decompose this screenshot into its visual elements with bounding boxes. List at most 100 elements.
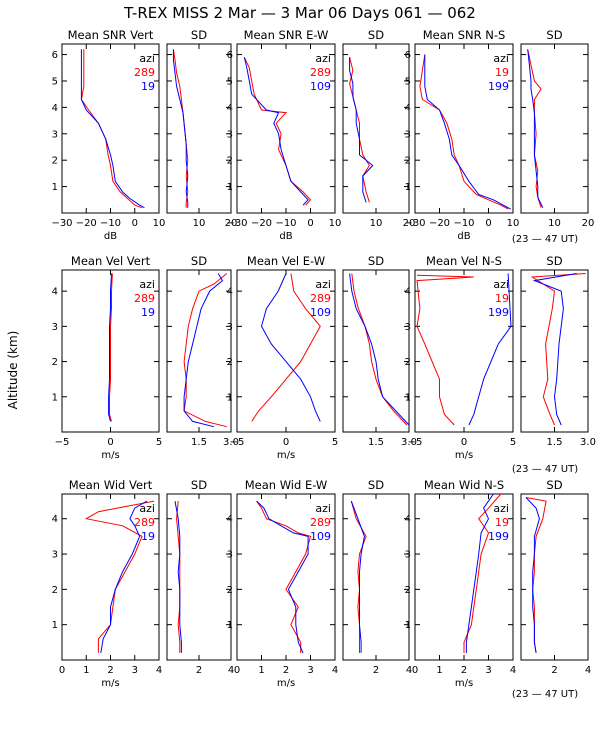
x-tick-label: 5 <box>510 437 516 448</box>
x-tick-label: 2 <box>107 665 113 676</box>
x-tick-label: 1 <box>258 665 264 676</box>
x-tick-label: 10 <box>153 218 166 229</box>
x-tick-label: −20 <box>429 218 450 229</box>
y-tick-label: 4 <box>405 514 411 525</box>
x-tick-label: 0 <box>283 437 289 448</box>
panel-title: SD <box>546 254 562 268</box>
x-axis-label: dB <box>457 231 470 242</box>
legend-entry-red: 289 <box>310 516 331 529</box>
series-line-289 <box>80 49 143 209</box>
y-tick-label: 5 <box>52 76 58 87</box>
series-line-109 <box>260 273 321 422</box>
figure-title: T-REX MISS 2 Mar — 3 Mar 06 Days 061 — 0… <box>123 4 476 22</box>
legend-title: azi <box>315 278 331 291</box>
y-tick-label: 2 <box>405 357 411 368</box>
panel-vel-ew-sd: SD 1.5 3.0 <box>342 254 417 448</box>
x-tick-label: 3.0 <box>580 437 596 448</box>
x-tick-label: −30 <box>226 218 247 229</box>
x-tick-label: 3.0 <box>223 437 239 448</box>
y-tick-label: 1 <box>52 392 58 403</box>
y-tick-label: 2 <box>227 585 233 596</box>
panel-title: SD <box>368 28 384 42</box>
series-line-289 <box>183 273 228 428</box>
series-line-289 <box>349 57 370 203</box>
plot-frame <box>520 493 589 661</box>
x-axis-label: m/s <box>101 450 119 461</box>
y-tick-label: 1 <box>405 392 411 403</box>
panel-title: SD <box>191 28 207 42</box>
x-tick-label: 0 <box>234 665 240 676</box>
plot-frame <box>166 269 232 433</box>
legend-entry-red: 289 <box>134 516 155 529</box>
series-line-109 <box>349 57 374 203</box>
panel-title: SD <box>191 254 207 268</box>
x-tick-label: 2 <box>283 665 289 676</box>
ut-note-row3: (23 — 47 UT) <box>512 689 578 700</box>
y-tick-label: 3 <box>227 550 233 561</box>
x-tick-label: 1.5 <box>191 437 207 448</box>
legend-entry-red: 19 <box>495 292 509 305</box>
x-tick-label: 20 <box>582 218 595 229</box>
ut-note-row2: (23 — 47 UT) <box>512 464 578 475</box>
series-line-19 <box>174 501 182 653</box>
y-tick-label: 1 <box>227 182 233 193</box>
panel-vel-ns-sd: SD 1.5 3.0 <box>520 254 596 448</box>
x-tick-label: −10 <box>453 218 474 229</box>
x-tick-label: −10 <box>275 218 296 229</box>
y-tick-label: 2 <box>52 357 58 368</box>
x-tick-label: 1.5 <box>547 437 563 448</box>
y-tick-label: 4 <box>405 287 411 298</box>
series-line-19 <box>80 49 145 209</box>
series-line-289 <box>109 273 113 422</box>
y-tick-label: 1 <box>227 620 233 631</box>
series-line-199 <box>424 54 511 210</box>
y-tick-label: 4 <box>405 103 411 114</box>
legend-entry-blue: 199 <box>488 530 509 543</box>
x-tick-label: 0 <box>59 665 65 676</box>
y-tick-label: 4 <box>52 287 58 298</box>
y-tick-label: 2 <box>405 585 411 596</box>
x-axis-label: m/s <box>455 678 473 689</box>
x-tick-label: 10 <box>548 218 561 229</box>
panel-title: Mean Wid Vert <box>69 478 153 492</box>
x-tick-label: 2 <box>461 665 467 676</box>
x-axis-label: m/s <box>455 450 473 461</box>
y-tick-label: 3 <box>52 322 58 333</box>
series-line-289 <box>176 501 181 653</box>
y-tick-label: 6 <box>52 50 58 61</box>
series-line-19 <box>172 49 189 208</box>
legend-entry-red: 289 <box>310 292 331 305</box>
y-tick-label: 2 <box>405 156 411 167</box>
x-tick-label: −30 <box>404 218 425 229</box>
panel-title: SD <box>368 254 384 268</box>
y-tick-label: 2 <box>52 585 58 596</box>
series-line-19 <box>416 274 474 426</box>
y-tick-label: 4 <box>227 103 233 114</box>
legend-title: azi <box>493 502 509 515</box>
legend-entry-red: 19 <box>495 66 509 79</box>
x-tick-label: 0 <box>107 437 113 448</box>
series-line-289 <box>84 500 155 653</box>
x-tick-label: 2 <box>373 665 379 676</box>
series-line-199 <box>468 273 512 426</box>
plot-frame <box>342 493 410 661</box>
x-tick-label: 4 <box>332 665 338 676</box>
legend-title: azi <box>493 52 509 65</box>
x-tick-label: 20 <box>225 218 238 229</box>
series-line-199 <box>465 493 494 653</box>
x-tick-label: 4 <box>406 665 412 676</box>
x-tick-label: −5 <box>230 437 245 448</box>
legend-entry-blue: 19 <box>141 530 155 543</box>
x-tick-label: 0 <box>307 218 313 229</box>
x-tick-label: 5 <box>332 437 338 448</box>
panel-snr-ns-sd: SD 10 20 <box>520 28 595 229</box>
y-tick-label: 4 <box>52 103 58 114</box>
x-tick-label: 10 <box>193 218 206 229</box>
panel-snr-ew-sd: SD 10 20 <box>342 28 415 229</box>
legend-entry-blue: 19 <box>141 80 155 93</box>
legend-entry-red: 289 <box>310 66 331 79</box>
